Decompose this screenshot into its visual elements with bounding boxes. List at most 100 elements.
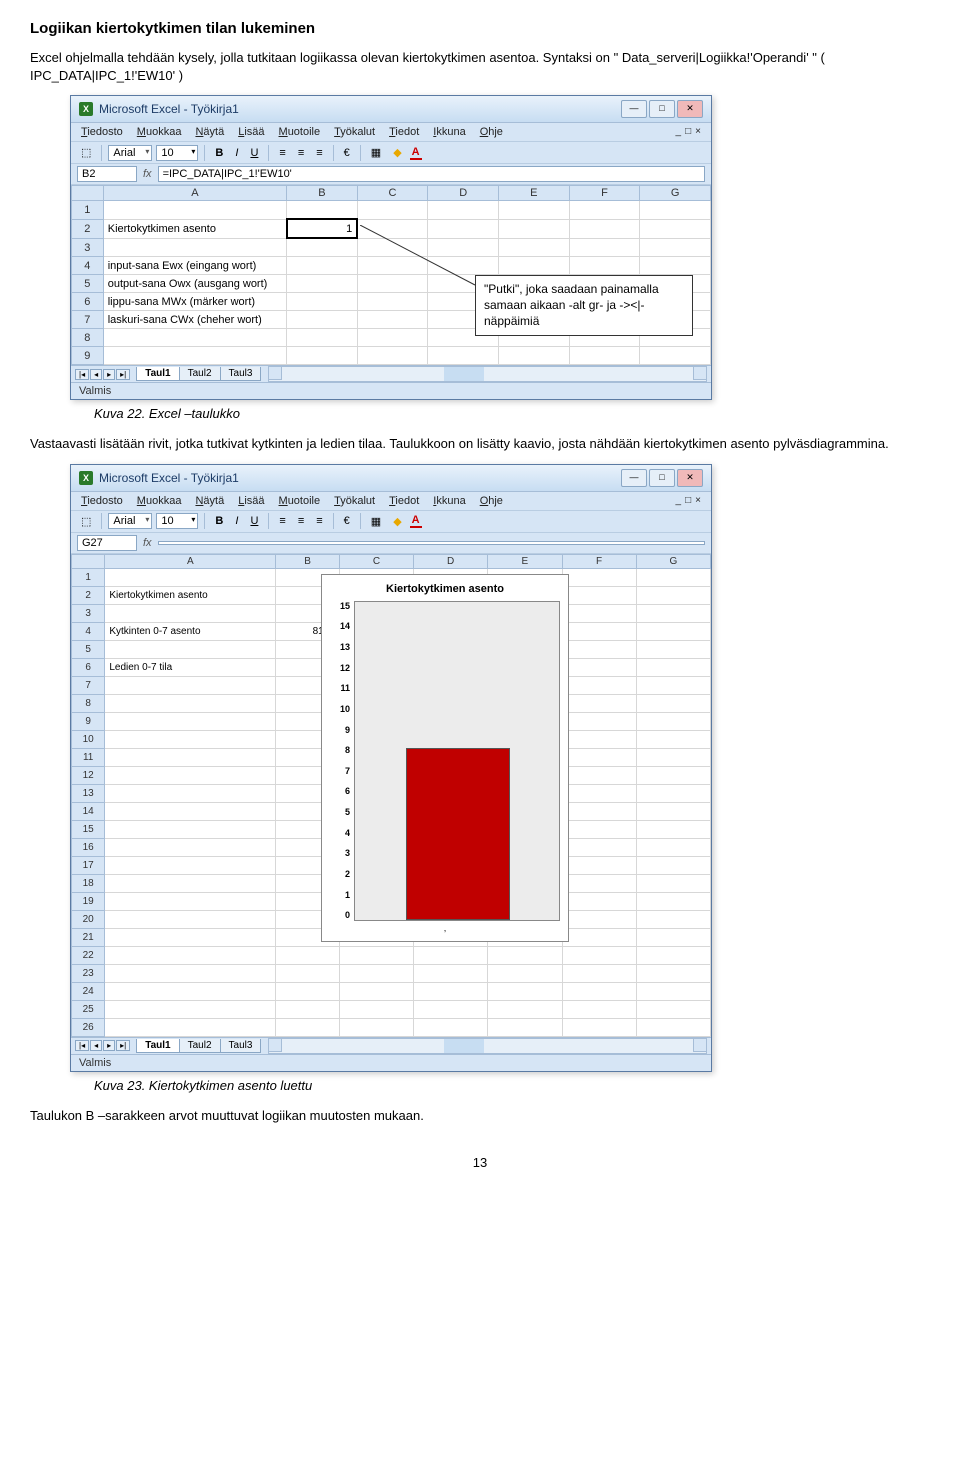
row-header[interactable]: 11: [72, 748, 105, 766]
cell[interactable]: [276, 1018, 339, 1036]
fill-color-icon[interactable]: ◆: [389, 144, 405, 161]
cell[interactable]: [488, 946, 562, 964]
bold-button[interactable]: B: [211, 513, 227, 529]
cell[interactable]: [640, 219, 711, 238]
column-header[interactable]: G: [636, 554, 710, 568]
row-header[interactable]: 25: [72, 1000, 105, 1018]
select-all-corner[interactable]: [72, 554, 105, 568]
cell[interactable]: 1: [287, 219, 358, 238]
cell[interactable]: [357, 219, 428, 238]
cell[interactable]: [562, 802, 636, 820]
cell[interactable]: [562, 694, 636, 712]
cell[interactable]: [562, 784, 636, 802]
font-combo[interactable]: Arial: [108, 513, 152, 529]
cell[interactable]: [287, 311, 358, 329]
cell[interactable]: [105, 712, 276, 730]
nav-first-icon[interactable]: |◂: [75, 369, 89, 380]
cell[interactable]: [569, 238, 640, 257]
cell[interactable]: [105, 982, 276, 1000]
cell[interactable]: [562, 1000, 636, 1018]
cell[interactable]: [562, 712, 636, 730]
row-header[interactable]: 2: [72, 219, 104, 238]
row-header[interactable]: 24: [72, 982, 105, 1000]
sheet-tab[interactable]: Taul1: [136, 367, 179, 381]
cell[interactable]: [287, 257, 358, 275]
menu-item[interactable]: Ohje: [480, 126, 503, 138]
cell[interactable]: [636, 946, 710, 964]
cell[interactable]: [562, 982, 636, 1000]
row-header[interactable]: 23: [72, 964, 105, 982]
cell[interactable]: [105, 730, 276, 748]
borders-icon[interactable]: ▦: [367, 144, 385, 161]
cell[interactable]: [636, 1018, 710, 1036]
cell[interactable]: output-sana Owx (ausgang wort): [103, 275, 286, 293]
column-header[interactable]: B: [287, 186, 358, 201]
cell[interactable]: [414, 982, 488, 1000]
menu-item[interactable]: Tiedot: [389, 495, 419, 507]
cell[interactable]: [636, 964, 710, 982]
cell[interactable]: [636, 676, 710, 694]
row-header[interactable]: 3: [72, 604, 105, 622]
nav-next-icon[interactable]: ▸: [103, 369, 115, 380]
row-header[interactable]: 22: [72, 946, 105, 964]
row-header[interactable]: 17: [72, 856, 105, 874]
column-header[interactable]: D: [428, 186, 499, 201]
align-left-icon[interactable]: ≡: [275, 145, 289, 161]
cell[interactable]: [499, 238, 570, 257]
cell[interactable]: [276, 964, 339, 982]
column-header[interactable]: G: [640, 186, 711, 201]
menu-item[interactable]: Muotoile: [279, 126, 321, 138]
underline-button[interactable]: U: [246, 513, 262, 529]
horizontal-scrollbar[interactable]: [268, 366, 707, 382]
cell[interactable]: [562, 838, 636, 856]
cell[interactable]: [640, 257, 711, 275]
formula-input[interactable]: [158, 541, 705, 545]
cell[interactable]: [287, 275, 358, 293]
cell[interactable]: [562, 586, 636, 604]
row-header[interactable]: 4: [72, 257, 104, 275]
fill-color-icon[interactable]: ◆: [389, 513, 405, 530]
cell[interactable]: [339, 1000, 413, 1018]
nav-last-icon[interactable]: ▸|: [116, 369, 130, 380]
column-header[interactable]: E: [488, 554, 562, 568]
mdi-max-icon[interactable]: □: [685, 126, 691, 138]
cell[interactable]: [276, 982, 339, 1000]
row-header[interactable]: 1: [72, 568, 105, 586]
cell[interactable]: [357, 257, 428, 275]
nav-last-icon[interactable]: ▸|: [116, 1040, 130, 1051]
sheet-tab[interactable]: Taul3: [220, 1039, 262, 1053]
cell[interactable]: [488, 1018, 562, 1036]
row-header[interactable]: 16: [72, 838, 105, 856]
cell[interactable]: [357, 275, 428, 293]
cell[interactable]: [636, 604, 710, 622]
cell[interactable]: [287, 238, 358, 257]
cell[interactable]: [499, 201, 570, 220]
cell[interactable]: [636, 622, 710, 640]
cell[interactable]: [640, 201, 711, 220]
row-header[interactable]: 9: [72, 347, 104, 365]
mdi-min-icon[interactable]: _: [676, 126, 682, 138]
underline-button[interactable]: U: [246, 145, 262, 161]
cell[interactable]: [414, 1018, 488, 1036]
cell[interactable]: [562, 910, 636, 928]
cell[interactable]: [562, 1018, 636, 1036]
cell[interactable]: [562, 874, 636, 892]
align-icon[interactable]: ≡: [312, 513, 326, 529]
cell[interactable]: [105, 820, 276, 838]
cell[interactable]: [562, 730, 636, 748]
row-header[interactable]: 5: [72, 640, 105, 658]
column-header[interactable]: E: [499, 186, 570, 201]
cell[interactable]: [562, 568, 636, 586]
cell[interactable]: [103, 201, 286, 220]
cell[interactable]: [428, 219, 499, 238]
cell[interactable]: [636, 838, 710, 856]
row-header[interactable]: 4: [72, 622, 105, 640]
cell[interactable]: [105, 766, 276, 784]
cell[interactable]: [105, 676, 276, 694]
column-header[interactable]: C: [357, 186, 428, 201]
cell[interactable]: [357, 293, 428, 311]
column-header[interactable]: F: [569, 186, 640, 201]
cell[interactable]: [636, 568, 710, 586]
cell[interactable]: [569, 347, 640, 365]
cell[interactable]: [636, 640, 710, 658]
